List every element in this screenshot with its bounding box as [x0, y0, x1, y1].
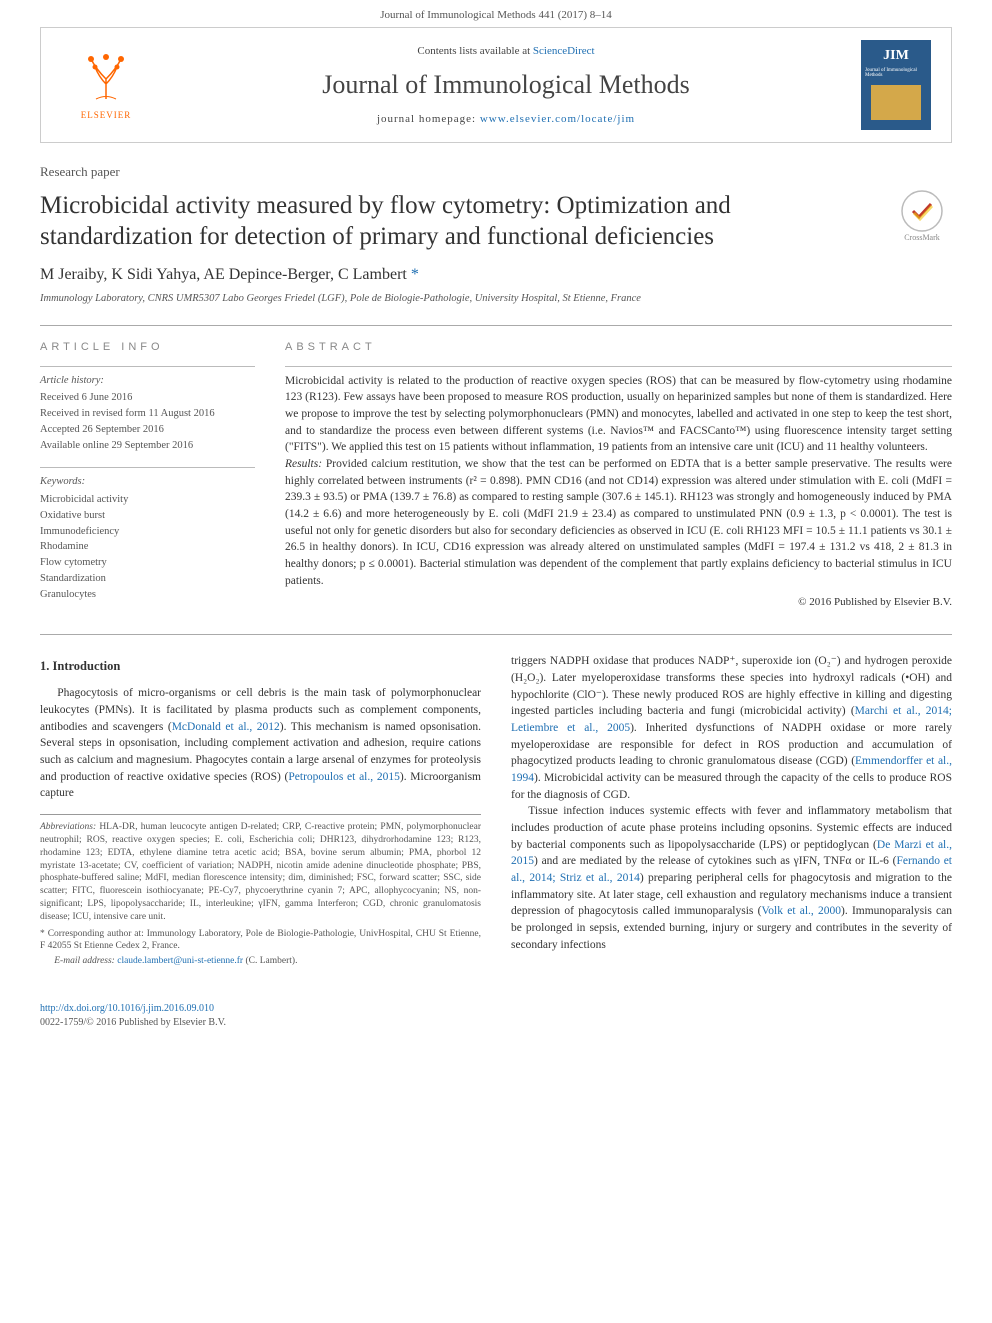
cover-abbrev: JIM — [883, 46, 909, 66]
body-two-column: 1. Introduction Phagocytosis of micro-or… — [40, 653, 952, 968]
email-line: E-mail address: claude.lambert@uni-st-et… — [40, 955, 481, 968]
intro-para-1: Phagocytosis of micro-organisms or cell … — [40, 685, 481, 802]
cover-subtitle: Journal of Immunological Methods — [865, 68, 927, 79]
page-footer: http://dx.doi.org/10.1016/j.jim.2016.09.… — [0, 988, 992, 1050]
keyword: Oxidative burst — [40, 508, 255, 524]
intro-heading: 1. Introduction — [40, 657, 481, 675]
keyword: Rhodamine — [40, 539, 255, 555]
header-center: Contents lists available at ScienceDirec… — [151, 44, 861, 127]
intro-para-2: triggers NADPH oxidase that produces NAD… — [511, 653, 952, 803]
email-suffix: (C. Lambert). — [243, 956, 297, 966]
keyword: Standardization — [40, 571, 255, 587]
journal-header: ELSEVIER Contents lists available at Sci… — [40, 27, 952, 143]
abstract-heading: abstract — [285, 340, 952, 355]
citation-link[interactable]: McDonald et al., 2012 — [172, 721, 280, 733]
crossmark-badge[interactable]: CrossMark — [892, 190, 952, 250]
crossmark-label: CrossMark — [904, 232, 940, 243]
abbrev-text: HLA-DR, human leucocyte antigen D-relate… — [40, 822, 481, 922]
keywords-label: Keywords: — [40, 474, 255, 490]
journal-homepage-link[interactable]: www.elsevier.com/locate/jim — [480, 113, 635, 125]
journal-name: Journal of Immunological Methods — [171, 67, 841, 103]
abbrev-label: Abbreviations: — [40, 822, 96, 832]
email-label: E-mail address: — [54, 956, 117, 966]
citation-link[interactable]: Volk et al., 2000 — [761, 905, 841, 917]
history-item: Received 6 June 2016 — [40, 390, 255, 406]
homepage-prefix: journal homepage: — [377, 113, 480, 125]
authors-text: M Jeraiby, K Sidi Yahya, AE Depince-Berg… — [40, 266, 411, 283]
issn-copyright: 0022-1759/© 2016 Published by Elsevier B… — [40, 1017, 226, 1028]
history-item: Received in revised form 11 August 2016 — [40, 406, 255, 422]
keyword: Flow cytometry — [40, 555, 255, 571]
abstract-text: Microbicidal activity is related to the … — [285, 366, 952, 612]
abstract-copyright: © 2016 Published by Elsevier B.V. — [285, 595, 952, 611]
journal-citation-bar: Journal of Immunological Methods 441 (20… — [0, 0, 992, 27]
journal-homepage-line: journal homepage: www.elsevier.com/locat… — [171, 112, 841, 127]
article-info-column: article info Article history: Received 6… — [40, 340, 255, 616]
doi-link[interactable]: http://dx.doi.org/10.1016/j.jim.2016.09.… — [40, 1003, 214, 1014]
corresponding-author-line: * Corresponding author at: Immunology La… — [40, 928, 481, 954]
abbreviations-line: Abbreviations: HLA-DR, human leucocyte a… — [40, 821, 481, 924]
abstract-column: abstract Microbicidal activity is relate… — [285, 340, 952, 616]
authors-line: M Jeraiby, K Sidi Yahya, AE Depince-Berg… — [40, 264, 952, 286]
corresponding-mark: * — [411, 266, 419, 283]
abstract-para2: Provided calcium restitution, we show th… — [285, 458, 952, 587]
contents-line: Contents lists available at ScienceDirec… — [171, 44, 841, 59]
paper-title: Microbicidal activity measured by flow c… — [40, 190, 872, 253]
article-info-heading: article info — [40, 340, 255, 355]
email-link[interactable]: claude.lambert@uni-st-etienne.fr — [117, 956, 243, 966]
keyword: Granulocytes — [40, 587, 255, 603]
cover-image-placeholder — [871, 85, 921, 120]
elsevier-logo: ELSEVIER — [61, 40, 151, 130]
paper-type: Research paper — [40, 163, 952, 181]
sciencedirect-link[interactable]: ScienceDirect — [533, 45, 595, 57]
article-history-block: Article history: Received 6 June 2016 Re… — [40, 366, 255, 454]
corr-label: * Corresponding author at: — [40, 929, 147, 939]
keyword: Immunodeficiency — [40, 524, 255, 540]
abstract-para1: Microbicidal activity is related to the … — [285, 375, 952, 454]
intro-para-3: Tissue infection induces systemic effect… — [511, 803, 952, 953]
crossmark-icon — [901, 190, 943, 232]
journal-cover-thumbnail: JIM Journal of Immunological Methods — [861, 40, 931, 130]
footnotes-block: Abbreviations: HLA-DR, human leucocyte a… — [40, 814, 481, 968]
history-item: Accepted 26 September 2016 — [40, 422, 255, 438]
section-divider — [40, 634, 952, 635]
abstract-results-label: Results: — [285, 458, 322, 470]
keyword: Microbicidal activity — [40, 492, 255, 508]
keywords-block: Keywords: Microbicidal activity Oxidativ… — [40, 467, 255, 602]
history-item: Available online 29 September 2016 — [40, 438, 255, 454]
contents-prefix: Contents lists available at — [417, 45, 532, 57]
citation-link[interactable]: Petropoulos et al., 2015 — [288, 771, 399, 783]
elsevier-tree-icon — [71, 49, 141, 109]
history-label: Article history: — [40, 373, 255, 389]
elsevier-label: ELSEVIER — [81, 109, 132, 122]
affiliation: Immunology Laboratory, CNRS UMR5307 Labo… — [40, 292, 952, 307]
